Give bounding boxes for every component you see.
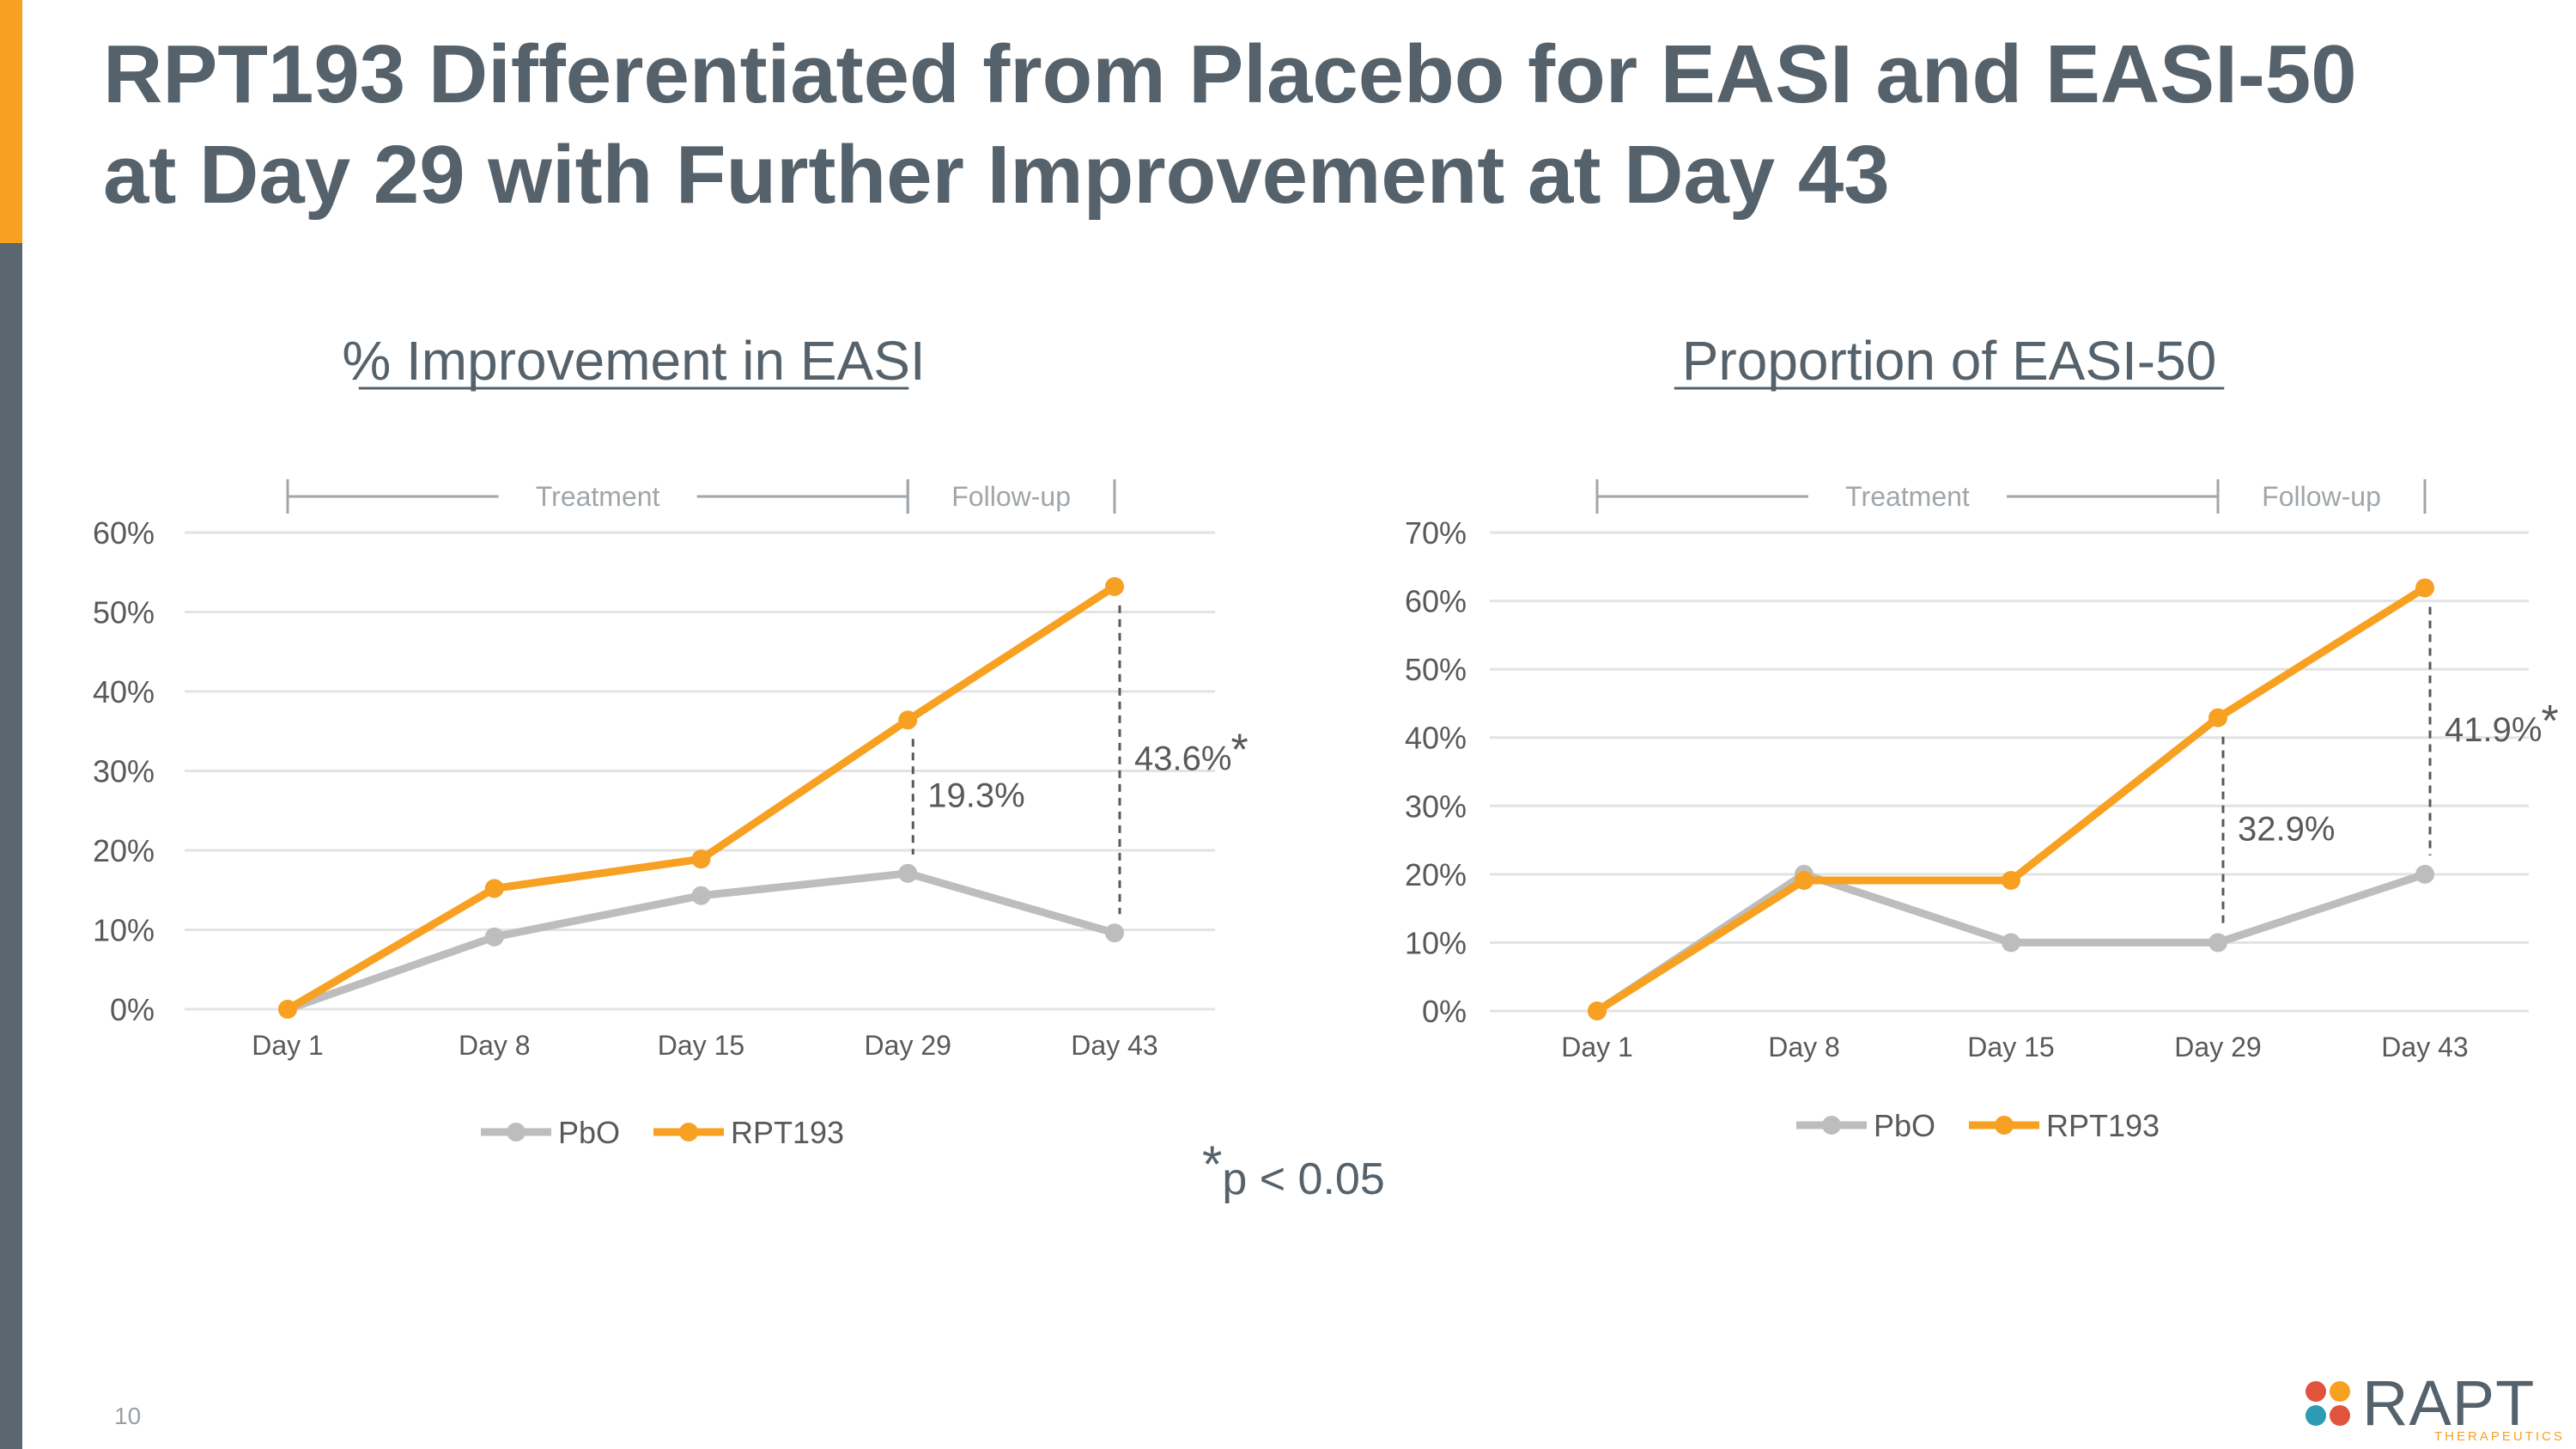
logo-dot-3 [2306,1405,2326,1426]
chart1-y-tick-label: 40% [93,674,155,709]
chart1-legend-label: PbO [558,1115,620,1150]
sidebar-accent-slate [0,243,22,1449]
logo-dot-2 [2330,1381,2350,1402]
chart1-y-tick-label: 30% [93,754,155,789]
chart1-legend-swatch-dot [679,1123,698,1142]
chart1-difference-label: 19.3% [927,777,1024,815]
logo-dot-4 [2330,1405,2350,1426]
footnote-text: p < 0.05 [1222,1154,1385,1204]
chart1-legend-label: RPT193 [731,1115,844,1150]
chart2-x-tick-label: Day 8 [1768,1032,1840,1062]
sidebar-accent-orange [0,0,22,243]
chart1-x-tick-label: Day 15 [658,1030,744,1061]
logo-dot-1 [2306,1381,2326,1402]
chart1-data-point-rpt193 [691,849,711,869]
chart1-x-tick-label: Day 8 [459,1030,531,1061]
chart1-phase-label: Follow-up [951,481,1071,512]
chart2-x-tick-label: Day 15 [1967,1032,2054,1062]
chart1-data-point-rpt193 [278,1000,297,1019]
chart2-phase-label: Follow-up [2262,481,2381,512]
chart2-x-tick-label: Day 1 [1561,1032,1633,1062]
chart2-data-point-pbo [2208,933,2227,953]
chart2-y-tick-label: 0% [1422,994,1467,1029]
chart1-data-point-rpt193 [484,879,504,898]
chart1-significance-star: * [1231,726,1249,776]
chart1-data-point-rpt193 [1105,576,1124,596]
chart2-data-point-rpt193 [2208,708,2227,728]
chart1-y-tick-label: 0% [110,992,155,1027]
chart1-x-tick-label: Day 29 [865,1030,951,1061]
chart2-y-tick-label: 40% [1405,721,1467,756]
chart1-x-tick-label: Day 1 [252,1030,324,1061]
chart2-y-tick-label: 50% [1405,652,1467,687]
logo-subtitle: THERAPEUTICS [2434,1429,2565,1444]
chart2-x-tick-label: Day 29 [2174,1032,2261,1062]
chart2-data-point-rpt193 [2002,871,2020,891]
chart2-difference-label: 41.9% [2445,711,2542,749]
chart2-y-tick-label: 30% [1405,788,1467,824]
chart2-phase-label: Treatment [1845,481,1970,512]
chart2-legend-label: RPT193 [2046,1108,2160,1143]
chart1-data-point-pbo [1105,923,1124,943]
chart1-y-tick-label: 60% [93,515,155,551]
chart2-data-point-pbo [2002,933,2020,953]
chart1-data-point-pbo [484,927,504,947]
rapt-logo: RAPT THERAPEUTICS [2306,1369,2562,1444]
slide-title-line-1: RPT193 Differentiated from Placebo for E… [103,28,2357,120]
chart1-data-point-rpt193 [898,710,918,730]
chart2-y-tick-label: 60% [1405,584,1467,619]
chart2-data-point-rpt193 [1588,1002,1607,1020]
slide-title-line-2: at Day 29 with Further Improvement at Da… [103,129,1890,221]
chart2-y-tick-label: 70% [1405,515,1467,551]
chart1-title: % Improvement in EASI [342,330,925,392]
chart1-legend-swatch-dot [507,1123,526,1142]
page-number: 10 [114,1403,142,1429]
chart2-data-point-rpt193 [1795,871,1814,891]
chart2-data-point-pbo [2415,864,2434,884]
chart2-legend-swatch-dot [1822,1116,1841,1135]
chart2-y-tick-label: 20% [1405,857,1467,892]
chart1-data-point-pbo [898,863,918,883]
chart2-significance-star: * [2542,697,2559,746]
chart2-legend-label: PbO [1874,1108,1935,1143]
slide-title: RPT193 Differentiated from Placebo for E… [103,24,2524,225]
chart2-y-tick-label: 10% [1405,925,1467,960]
significance-footnote: *p < 0.05 [1202,1135,1385,1206]
chart2-x-tick-label: Day 43 [2381,1032,2468,1062]
logo-dots-icon [2306,1381,2354,1429]
chart1-y-tick-label: 20% [93,833,155,868]
chart1-data-point-pbo [691,886,711,905]
chart1-x-tick-label: Day 43 [1071,1030,1157,1061]
chart2-data-point-rpt193 [2415,578,2434,598]
chart1-y-tick-label: 10% [93,913,155,948]
footnote-star: * [1202,1135,1223,1193]
chart1-phase-label: Treatment [536,481,660,512]
chart1-difference-label: 43.6% [1134,740,1231,778]
chart2-difference-label: 32.9% [2238,811,2335,849]
chart2-title: Proportion of EASI-50 [1682,330,2217,392]
chart2-legend-swatch-dot [1995,1116,2014,1135]
logo-wordmark: RAPT [2362,1367,2536,1439]
chart1-y-tick-label: 50% [93,595,155,630]
